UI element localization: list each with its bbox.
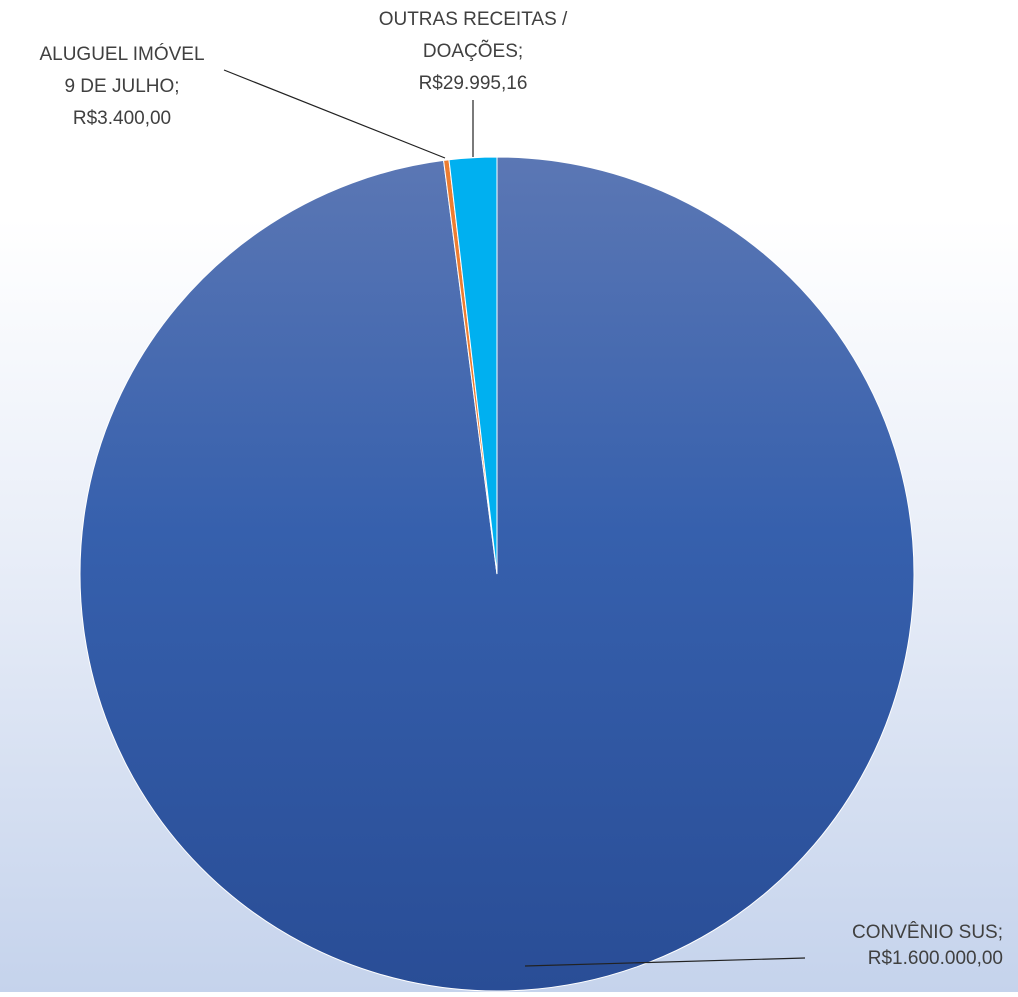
data-labels: CONVÊNIO SUS; R$1.600.000,00 ALUGUEL IMÓVE…	[39, 9, 1003, 969]
data-label-aluguel-imovel-9-de-julho-line-2: 9 DE JULHO;	[64, 76, 179, 97]
data-label-convenio-sus-line-1: CONVÊNIO SUS;	[852, 921, 1003, 943]
leader-line-convenio-sus	[524, 957, 806, 967]
pie-slices	[79, 156, 915, 992]
leader-lines	[223, 69, 806, 967]
data-label-aluguel-imovel-9-de-julho-line-3: R$3.400,00	[73, 108, 171, 129]
data-label-outras-receitas-doacoes-line-1: OUTRAS RECEITAS /	[379, 9, 568, 30]
data-label-aluguel-imovel-9-de-julho-line-1: ALUGUEL IMÓVEL	[39, 43, 204, 65]
pie-slice-outras-receitas-doacoes	[448, 156, 498, 575]
data-label-outras-receitas-doacoes-line-3: R$29.995,16	[419, 73, 528, 94]
data-label-outras-receitas-doacoes-line-2: DOAÇÕES;	[423, 40, 523, 62]
leader-line-aluguel-imovel-9-de-julho	[223, 69, 446, 159]
data-label-convenio-sus-line-2: R$1.600.000,00	[868, 948, 1003, 969]
